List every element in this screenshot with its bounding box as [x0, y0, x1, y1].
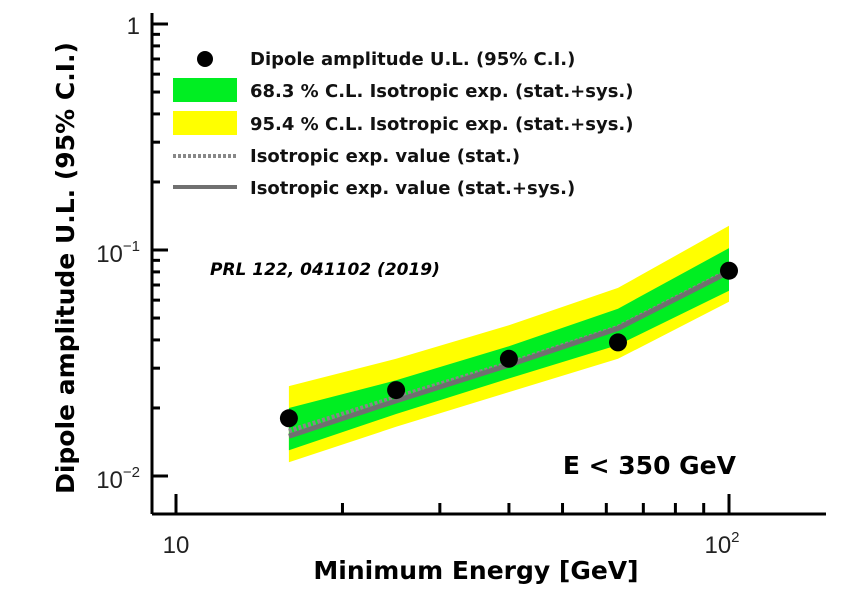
legend-label-stat: Isotropic exp. value (stat.) [250, 146, 520, 167]
data-point-63 [609, 333, 627, 352]
x-tick-label-10: 10 [163, 532, 190, 559]
legend-label-points: Dipole amplitude U.L. (95% C.I.) [250, 49, 575, 70]
data-point-16 [279, 409, 298, 428]
legend-marker-points [197, 51, 213, 67]
y-tick-label-1: 1 [127, 13, 140, 40]
axis-ticks [152, 22, 731, 514]
data-point-40 [499, 349, 518, 368]
legend-label-statsys: Isotropic exp. value (stat.+sys.) [250, 178, 575, 199]
y-tick-label-0-1: 10−1 [96, 238, 140, 268]
legend-swatch-68 [173, 78, 237, 102]
x-tick-label-100: 102 [704, 529, 739, 559]
legend-label-95: 95.4 % C.L. Isotropic exp. (stat.+sys.) [250, 114, 633, 135]
y-tick-label-0-01: 10−2 [96, 464, 140, 494]
y-axis-title: Dipole amplitude U.L. (95% C.I.) [51, 42, 80, 494]
data-point-100 [720, 261, 738, 280]
x-axis-title: Minimum Energy [GeV] [313, 556, 638, 585]
legend-swatch-95 [173, 111, 237, 135]
dipole-points [279, 261, 738, 428]
legend: Dipole amplitude U.L. (95% C.I.) 68.3 % … [173, 49, 633, 199]
legend-label-68: 68.3 % C.L. Isotropic exp. (stat.+sys.) [250, 81, 633, 102]
data-point-25 [387, 381, 406, 400]
energy-cut-label: E < 350 GeV [563, 451, 737, 480]
axes-frame [150, 13, 826, 516]
reference-annotation: PRL 122, 041102 (2019) [210, 260, 440, 280]
